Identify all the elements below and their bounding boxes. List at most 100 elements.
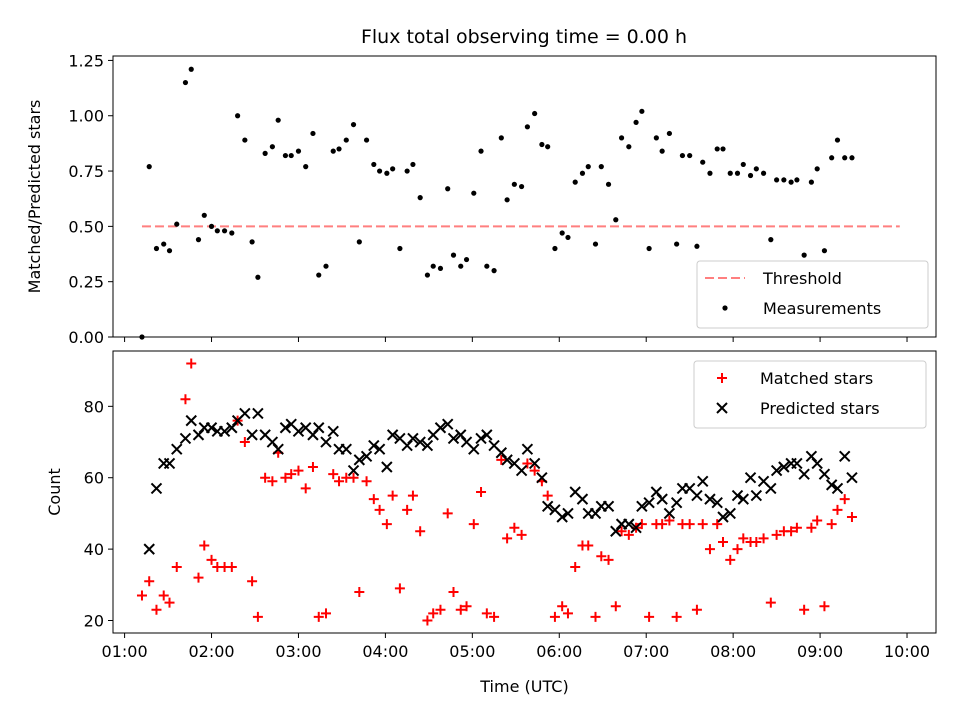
measurement-point bbox=[430, 263, 436, 269]
matched-star-point bbox=[758, 533, 769, 544]
predicted-star-point bbox=[150, 482, 163, 495]
matched-star-point bbox=[151, 604, 162, 615]
matched-star-point bbox=[623, 529, 634, 540]
matched-star-point bbox=[697, 519, 708, 530]
predicted-star-point bbox=[724, 507, 736, 520]
predicted-star-point bbox=[279, 422, 292, 434]
measurement-point bbox=[707, 170, 713, 176]
matched-star-point bbox=[374, 504, 385, 515]
x-tick-label: 07:00 bbox=[623, 642, 669, 661]
matched-star-point bbox=[590, 611, 601, 622]
predicted-star-point bbox=[205, 422, 218, 434]
measurement-point bbox=[592, 241, 599, 247]
measurement-point bbox=[363, 137, 370, 143]
matched-star-point bbox=[846, 511, 857, 522]
measurement-point bbox=[182, 79, 189, 86]
predicted-star-point bbox=[536, 472, 548, 484]
predicted-star-point bbox=[831, 482, 844, 495]
x-tick-label: 10:00 bbox=[884, 642, 930, 661]
matched-star-point bbox=[684, 519, 695, 530]
measurement-point bbox=[849, 155, 855, 161]
measurement-point bbox=[295, 148, 302, 154]
matched-star-point bbox=[448, 586, 459, 597]
predicted-star-point bbox=[185, 414, 197, 427]
legend-label: Threshold bbox=[762, 269, 842, 288]
predicted-star-point bbox=[818, 468, 831, 480]
measurement-point bbox=[174, 221, 180, 227]
matched-star-point bbox=[280, 472, 291, 483]
predicted-star-point bbox=[272, 443, 284, 455]
measurement-point bbox=[471, 190, 477, 196]
measurement-point bbox=[478, 148, 484, 154]
measurement-point bbox=[221, 228, 228, 234]
x-tick-label: 06:00 bbox=[536, 642, 582, 661]
measurement-point bbox=[585, 164, 591, 170]
predicted-star-point bbox=[340, 443, 352, 455]
predicted-star-point bbox=[697, 475, 709, 487]
predicted-star-point bbox=[839, 450, 851, 463]
predicted-star-point bbox=[373, 443, 386, 455]
measurement-point bbox=[343, 137, 349, 143]
predicted-star-point bbox=[691, 489, 703, 502]
bottom-panel-count: 01:00 02:00 03:00 04:00 05:00 06:00 07:00 08:00… bbox=[45, 350, 937, 696]
predicted-star-point bbox=[327, 425, 339, 438]
measurement-point bbox=[659, 148, 665, 154]
predicted-star-point bbox=[602, 500, 615, 512]
measurement-point bbox=[195, 237, 202, 243]
measurement-point bbox=[330, 148, 336, 154]
matched-star-point bbox=[671, 611, 682, 622]
x-axis-label: Time (UTC) bbox=[479, 677, 568, 696]
measurement-point bbox=[484, 263, 490, 269]
measurement-point bbox=[714, 146, 720, 152]
predicted-star-point bbox=[623, 518, 635, 530]
matched-star-point bbox=[415, 526, 426, 537]
matched-star-point bbox=[826, 519, 837, 530]
measurement-point bbox=[282, 152, 289, 159]
measurement-point bbox=[511, 181, 517, 187]
predicted-star-point bbox=[750, 489, 763, 502]
predicted-star-point bbox=[711, 497, 723, 509]
measurement-point bbox=[605, 181, 612, 187]
measurement-point bbox=[834, 137, 841, 143]
measurement-point bbox=[674, 241, 680, 247]
predicted-star-point bbox=[731, 489, 744, 502]
predicted-star-point bbox=[414, 436, 426, 448]
predicted-star-point bbox=[163, 457, 176, 470]
measurement-point bbox=[626, 144, 632, 150]
measurement-point bbox=[356, 239, 362, 245]
predicted-star-point bbox=[663, 507, 676, 520]
matched-star-point bbox=[186, 358, 197, 369]
measurement-point bbox=[498, 135, 504, 141]
measurement-point bbox=[532, 110, 538, 117]
measurement-point bbox=[781, 177, 787, 183]
predicted-star-point bbox=[353, 454, 366, 466]
matched-star-point bbox=[832, 504, 843, 515]
matched-star-point bbox=[226, 561, 237, 572]
measurement-point bbox=[768, 237, 774, 243]
measurement-point bbox=[504, 197, 510, 203]
matched-star-point bbox=[328, 469, 339, 480]
predicted-star-point bbox=[670, 497, 683, 509]
measurement-point bbox=[774, 177, 780, 183]
matched-star-point bbox=[239, 437, 250, 448]
matched-star-point bbox=[158, 590, 169, 601]
predicted-star-point bbox=[541, 500, 554, 512]
x-tick-label: 02:00 bbox=[188, 642, 234, 661]
measurement-point bbox=[229, 230, 235, 236]
matched-star-point bbox=[252, 611, 263, 622]
y-axis-label: Count bbox=[45, 468, 64, 516]
matched-star-point bbox=[136, 590, 147, 601]
measurement-point bbox=[390, 166, 396, 172]
measurement-point bbox=[842, 155, 848, 161]
matched-star-point bbox=[596, 551, 607, 562]
matched-star-point bbox=[786, 526, 797, 537]
measurement-point bbox=[794, 177, 800, 183]
predicted-star-point bbox=[656, 493, 668, 505]
legend-box bbox=[693, 360, 927, 429]
measurement-point bbox=[552, 245, 558, 252]
predicted-star-point bbox=[770, 464, 783, 477]
measurement-point bbox=[166, 248, 173, 254]
measurement-point bbox=[760, 170, 767, 176]
measurement-point bbox=[808, 179, 814, 185]
measurement-point bbox=[572, 179, 578, 185]
